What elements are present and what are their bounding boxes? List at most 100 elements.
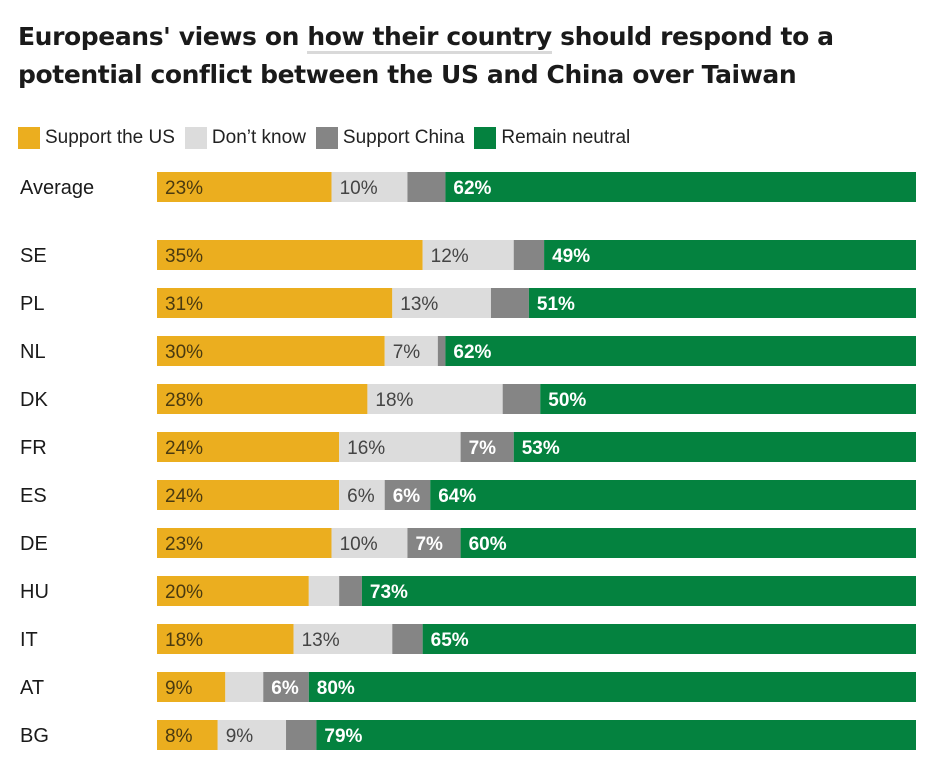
bar-segment-support-china [437,336,446,366]
legend-item-support-china: Support China [315,127,464,149]
bar-segment-support-china [339,576,362,606]
legend-item-dont-know: Don’t know [184,127,306,149]
data-label-dont-know: 7% [393,342,421,363]
data-label-support-us: 28% [165,390,203,411]
data-label-support-us: 8% [165,726,193,747]
bar-segment-dont-know [339,480,385,510]
bar-row-hu: HU 20% 73% [20,576,916,606]
data-label-dont-know: 10% [340,534,378,555]
bar-segment-remain-neutral [540,384,916,414]
bar-segment-remain-neutral [430,480,916,510]
bar-segment-remain-neutral [445,336,916,366]
bar-segment-support-china [263,672,309,702]
bar-segment-support-us [157,480,340,510]
bar-segment-dont-know [225,672,264,702]
bar-segment-dont-know [217,720,287,750]
legend-swatch-dont-know [184,127,207,149]
bar-segment-support-china [407,172,446,202]
data-label-remain-neutral: 73% [370,582,408,603]
bar-segment-remain-neutral [513,432,916,462]
bar-segment-support-us [157,384,368,414]
data-label-dont-know: 16% [347,438,385,459]
legend-label-dont-know: Don’t know [211,127,306,148]
data-label-dont-know: 6% [347,486,375,507]
data-label-remain-neutral: 62% [453,178,491,199]
data-label-support-us: 9% [165,678,193,699]
bar-row-bg: BG 8% 9% 79% [20,720,916,750]
bar-segment-dont-know [331,172,408,202]
data-label-dont-know: 10% [340,178,378,199]
data-label-remain-neutral: 65% [431,630,469,651]
bar-row-at: AT 9% 6% 80% [20,672,916,702]
data-label-remain-neutral: 64% [438,486,476,507]
bar-segment-support-china [513,240,545,270]
bar-segment-remain-neutral [445,172,916,202]
data-label-support-china: 7% [415,534,443,555]
data-label-dont-know: 18% [375,390,413,411]
data-label-remain-neutral: 80% [317,678,355,699]
legend-label-support-us: Support the US [45,127,175,148]
bar-segment-dont-know [392,288,491,318]
bar-segment-remain-neutral [528,288,916,318]
bar-segment-support-us [157,172,332,202]
bar-row-it: IT 18% 13% 65% [20,624,916,654]
category-label: Average [20,177,94,199]
bar-row-nl: NL 30% 7% 62% [20,336,916,366]
data-label-support-china: 7% [469,438,497,459]
category-label: PL [20,293,44,315]
title-highlight: how their country [307,22,552,54]
bar-segment-dont-know [339,432,461,462]
category-label: DE [20,533,48,555]
legend-item-remain-neutral: Remain neutral [474,127,630,149]
bar-row-se: SE 35% 12% 49% [20,240,916,270]
category-label: SE [20,245,47,267]
bar-segment-dont-know [422,240,514,270]
legend-label-remain-neutral: Remain neutral [501,127,631,148]
category-label: HU [20,581,49,603]
bar-segment-support-us [157,720,218,750]
data-label-support-us: 35% [165,246,203,267]
category-label: NL [20,341,46,363]
data-label-support-china: 6% [271,678,299,699]
data-label-support-us: 18% [165,630,203,651]
bar-row-de: DE 23% 10% 7% 60% [20,528,916,558]
title-part-2: should respond to a potential conflict b… [18,22,834,89]
bar-row-pl: PL 31% 13% 51% [20,288,916,318]
category-label: DK [20,389,48,411]
bar-segment-dont-know [308,576,340,606]
data-label-dont-know: 13% [302,630,340,651]
bar-row-fr: FR 24% 16% 7% 53% [20,432,916,462]
data-label-remain-neutral: 51% [537,294,575,315]
bar-segment-dont-know [293,624,393,654]
data-label-remain-neutral: 79% [324,726,362,747]
data-label-remain-neutral: 62% [453,342,491,363]
legend: Support the US Don’t know Support China … [18,125,640,151]
bar-segment-remain-neutral [316,720,916,750]
category-label: AT [20,677,44,699]
category-label: IT [20,629,38,651]
category-label: FR [20,437,47,459]
category-label: ES [20,485,47,507]
data-label-support-us: 31% [165,294,203,315]
data-label-support-us: 24% [165,486,203,507]
bar-segment-remain-neutral [361,576,916,606]
category-label: BG [20,725,49,747]
legend-item-support-us: Support the US [18,127,175,149]
data-label-support-us: 20% [165,582,203,603]
title-part-1: Europeans' views on [18,22,308,51]
data-label-support-us: 30% [165,342,203,363]
bar-segment-remain-neutral [460,528,916,558]
bar-row-dk: DK 28% 18% 50% [20,384,916,414]
data-label-support-us: 23% [165,178,203,199]
bar-segment-support-china [490,288,529,318]
legend-swatch-remain-neutral [474,127,497,149]
bar-segment-support-us [157,528,332,558]
bar-segment-support-us [157,576,309,606]
data-label-support-us: 24% [165,438,203,459]
bar-segment-support-china [407,528,461,558]
data-label-remain-neutral: 49% [552,246,590,267]
bar-segment-support-china [460,432,514,462]
bar-segment-support-china [392,624,423,654]
bar-segment-support-china [384,480,431,510]
